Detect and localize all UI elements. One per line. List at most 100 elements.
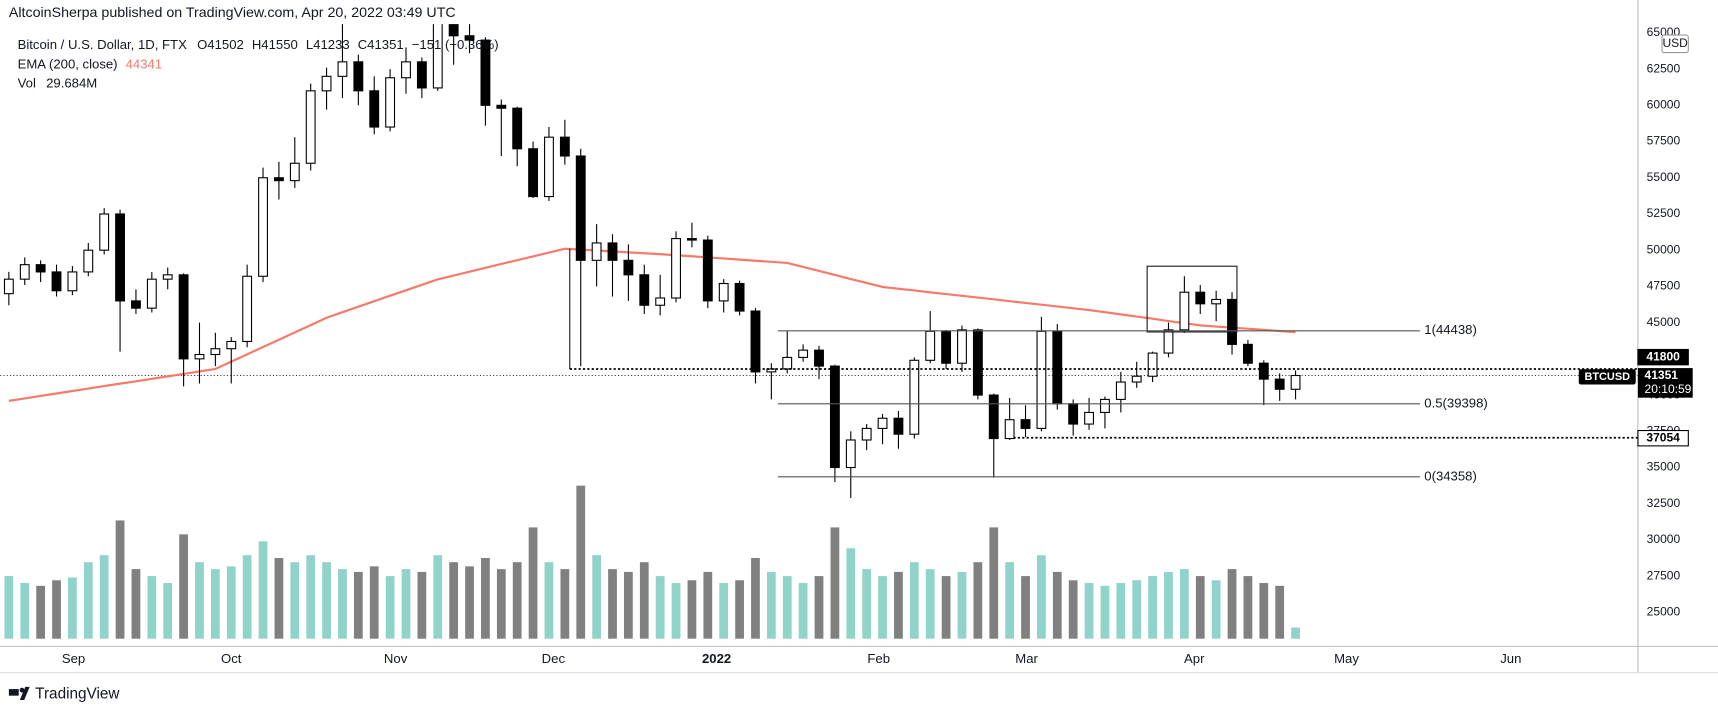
candle-body: [925, 330, 936, 361]
candle-body: [146, 278, 157, 309]
candle-body: [1227, 298, 1237, 345]
volume-bar: [608, 569, 617, 639]
symbol-tag: [1578, 369, 1636, 385]
volume-bar: [195, 562, 204, 639]
volume-bar: [1164, 571, 1173, 639]
ema-value: 44341: [126, 57, 162, 72]
volume-bar: [1068, 580, 1078, 639]
volume-bar: [179, 534, 188, 639]
volume-bar: [496, 569, 506, 639]
candle-body: [162, 274, 173, 280]
candle-body: [1115, 381, 1126, 400]
y-tick-label: 60000: [1647, 97, 1681, 111]
candle-body: [1036, 330, 1047, 429]
volume-bar: [258, 541, 268, 639]
candle-body: [496, 104, 507, 109]
volume-bar: [1243, 576, 1253, 639]
volume-bar: [989, 527, 999, 639]
candle-body: [83, 249, 94, 273]
last-price-tag: [1637, 368, 1693, 398]
candle-body: [1179, 291, 1190, 331]
volume-bar: [465, 566, 474, 639]
volume-bar: [782, 576, 792, 639]
volume-bar: [592, 555, 602, 639]
candle-body: [972, 329, 983, 396]
volume-bar: [1291, 627, 1300, 639]
level-tag: [1637, 348, 1689, 366]
candle-body: [51, 271, 62, 292]
volume-bar: [830, 527, 840, 639]
legend-line: EMA (200, close) 44341: [18, 57, 162, 72]
volume-bar: [766, 571, 776, 639]
candle-body: [242, 275, 253, 343]
candle-body: [702, 239, 713, 302]
ema-label: EMA (200, close): [18, 57, 118, 72]
y-tick-label: 25000: [1647, 605, 1681, 619]
volume-bar: [1179, 569, 1189, 639]
candle-body: [178, 274, 189, 360]
candle-body: [67, 271, 78, 292]
level-tag-label: 37054: [1646, 430, 1680, 444]
volume-bar: [1021, 576, 1030, 639]
logo: [8, 686, 30, 701]
volume-bar: [210, 569, 220, 639]
ohlc-label: L: [306, 37, 313, 52]
volume-bar: [1195, 576, 1205, 639]
candle-body: [115, 213, 125, 302]
volume-bar: [353, 571, 363, 639]
x-tick-label: Mar: [1015, 651, 1038, 666]
x-tick-label: Nov: [384, 651, 408, 666]
footer: TradingView: [35, 686, 120, 703]
volume-bar: [671, 583, 681, 639]
volume-bar: [814, 576, 824, 639]
candle-body: [1258, 362, 1269, 380]
x-tick-label: Jun: [1500, 651, 1521, 666]
x-tick-label: May: [1334, 651, 1359, 666]
candle-body: [1004, 419, 1015, 440]
candle-body: [1020, 419, 1031, 429]
currency: USD: [1662, 36, 1688, 50]
volume-bar: [528, 527, 538, 639]
vol-label: Vol: [18, 76, 36, 91]
volume-bar: [560, 569, 570, 639]
volume-bar: [401, 569, 411, 639]
candle-body: [575, 155, 586, 261]
y-tick-label: 47500: [1647, 279, 1681, 293]
x-tick-label: Oct: [221, 651, 242, 666]
y-tick-label: 35000: [1647, 460, 1681, 474]
volume-bar: [338, 569, 347, 639]
volume-bar: [576, 485, 586, 639]
volume-bar: [4, 576, 14, 639]
candle-body: [353, 61, 364, 92]
y-tick-label: 45000: [1647, 315, 1681, 329]
candle-body: [1274, 378, 1285, 390]
fib-label: 0.5(39398): [1424, 395, 1488, 410]
volume-bar: [36, 585, 46, 639]
candle-body: [544, 136, 554, 198]
candle-body: [1211, 298, 1222, 305]
volume-bar: [1227, 569, 1237, 639]
candle-body: [734, 282, 745, 312]
volume-bar: [131, 569, 141, 639]
candle-body: [1290, 374, 1301, 390]
x-tick-label: Apr: [1184, 651, 1205, 666]
candle-body: [1195, 291, 1206, 305]
volume-bar: [385, 576, 395, 639]
candle-body: [99, 213, 110, 251]
candle-body: [289, 162, 300, 182]
volume-bar: [624, 571, 633, 639]
candle-body: [194, 353, 205, 360]
candle-body: [687, 238, 697, 241]
candle-body: [305, 90, 316, 164]
publisher: AltcoinSherpa published on TradingView.c…: [9, 5, 456, 21]
volume-bar: [1275, 585, 1285, 639]
volume-bar: [846, 548, 856, 639]
volume-bar: [115, 520, 125, 639]
ohlc-value: 41233: [313, 37, 350, 52]
volume-bar: [68, 577, 77, 639]
candle-body: [782, 356, 793, 370]
volume-bar: [20, 583, 30, 639]
volume-bar: [1211, 580, 1221, 639]
